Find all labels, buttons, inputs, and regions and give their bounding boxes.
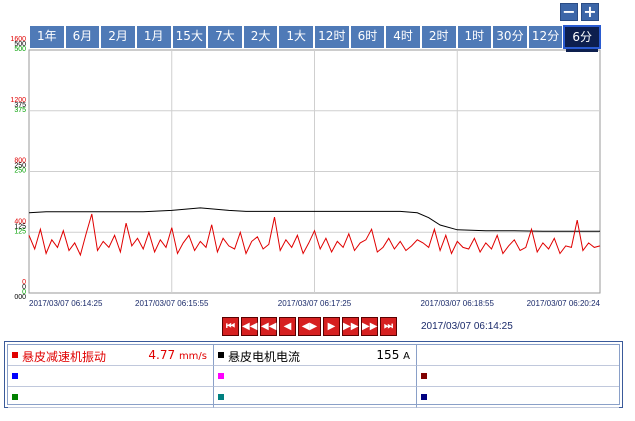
y-tick-label: 0 (22, 279, 26, 286)
legend-swatch (218, 373, 224, 379)
y-tick-label: 0 (22, 289, 26, 296)
y-tick-label: 125 (14, 223, 26, 230)
tab-0[interactable]: 1年 (29, 25, 65, 49)
legend-label: 悬皮电机电流 (228, 350, 301, 364)
tab-11[interactable]: 2时 (420, 25, 457, 49)
zoom-in-button[interactable]: + (581, 3, 599, 21)
legend-swatch (421, 373, 427, 379)
legend-value: 4.77 mm/s (148, 348, 207, 362)
legend-swatch (12, 394, 18, 400)
legend-swatch (12, 352, 18, 358)
y-tick-label: 375 (14, 107, 26, 114)
fast-forward-button[interactable]: ▶▶ (361, 317, 378, 336)
back-button[interactable]: ◀◀ (260, 317, 277, 336)
active-tab-indicator (566, 49, 598, 52)
legend-swatch (218, 352, 224, 358)
x-tick-label: 2017/03/07 06:20:24 (527, 299, 601, 308)
legend-item[interactable] (8, 387, 214, 408)
y-tick-label: 500 (14, 46, 26, 53)
legend-value: 155 A (376, 348, 410, 362)
y-tick-label: 125 (14, 228, 26, 235)
y-tick-label: 1200 (10, 97, 26, 104)
y-tick-label: 0 (22, 284, 26, 291)
y-tick-label: 1600 (10, 36, 26, 43)
legend-value-unit: A (403, 351, 410, 362)
legend-item[interactable] (417, 345, 619, 366)
tab-7[interactable]: 1大 (278, 25, 314, 49)
y-tick-label: 250 (14, 168, 26, 175)
y-tick-label: 250 (14, 163, 26, 170)
legend-value-unit: mm/s (178, 351, 207, 362)
legend-item[interactable] (417, 366, 619, 387)
step-forward-button[interactable]: ▶ (323, 317, 340, 336)
series-line-0 (28, 207, 600, 232)
tab-1[interactable]: 6月 (64, 25, 101, 49)
series-line-1 (28, 213, 601, 257)
tab-8[interactable]: 12时 (314, 25, 350, 49)
tab-9[interactable]: 6时 (349, 25, 386, 49)
cursor-time: 2017/03/07 06:14:25 (421, 321, 513, 332)
navigation-bar: ⏮ ◀◀ ◀◀ ◀ ◀▶ ▶ ▶▶ ▶▶ ⏭ (222, 317, 397, 336)
y-tick-label: 800 (14, 158, 26, 165)
tab-10[interactable]: 4时 (385, 25, 421, 49)
x-tick-label: 2017/03/07 06:15:55 (135, 299, 209, 308)
legend-item[interactable]: 悬皮电机电流 155 A (214, 345, 417, 366)
fast-back-button[interactable]: ◀◀ (241, 317, 258, 336)
legend-swatch (421, 394, 427, 400)
tab-4[interactable]: 15大 (171, 25, 208, 49)
zoom-out-button[interactable]: − (560, 3, 578, 21)
tab-2[interactable]: 2月 (100, 25, 136, 49)
x-tick-label: 2017/03/07 06:17:25 (278, 299, 352, 308)
legend-panel: 悬皮减速机振动 4.77 mm/s 悬皮电机电流 155 A (4, 341, 623, 408)
tab-3[interactable]: 1月 (135, 25, 172, 49)
tab-15[interactable]: 6分 (563, 25, 601, 49)
y-tick-label: 375 (14, 102, 26, 109)
y-tick-label: 000 (14, 294, 26, 301)
legend-item[interactable]: 悬皮减速机振动 4.77 mm/s (8, 345, 214, 366)
legend-value-number: 4.77 (148, 348, 176, 362)
legend-swatch (218, 394, 224, 400)
legend-swatch (12, 373, 18, 379)
trend-chart: 1600 1200 800 400 0 500 375 250 125 0 500 375 250 125… (10, 36, 601, 308)
tab-5[interactable]: 7大 (207, 25, 243, 49)
last-button[interactable]: ⏭ (380, 317, 397, 336)
x-tick-label: 2017/03/07 06:18:55 (421, 299, 495, 308)
legend-item[interactable] (214, 387, 417, 408)
tab-6[interactable]: 2大 (242, 25, 279, 49)
y-tick-label: 500 (14, 41, 26, 48)
expand-button[interactable]: ◀▶ (298, 317, 321, 336)
tab-12[interactable]: 1时 (456, 25, 493, 49)
legend-value-number: 155 (376, 348, 400, 362)
legend-item[interactable] (8, 366, 214, 387)
tab-14[interactable]: 12分 (527, 25, 564, 49)
first-button[interactable]: ⏮ (222, 317, 239, 336)
x-tick-label: 2017/03/07 06:14:25 (29, 299, 103, 308)
legend-label: 悬皮减速机振动 (22, 350, 107, 364)
tab-13[interactable]: 30分 (492, 25, 528, 49)
legend-item[interactable] (214, 366, 417, 387)
y-tick-label: 400 (14, 218, 26, 225)
time-range-tabs: 1年 6月 2月 1月 15大 7大 2大 1大 12时 6时 4时 2时 1时 30分 12分 6分 (29, 25, 601, 49)
forward-button[interactable]: ▶▶ (342, 317, 359, 336)
legend-item[interactable] (417, 387, 619, 408)
step-back-button[interactable]: ◀ (279, 317, 296, 336)
